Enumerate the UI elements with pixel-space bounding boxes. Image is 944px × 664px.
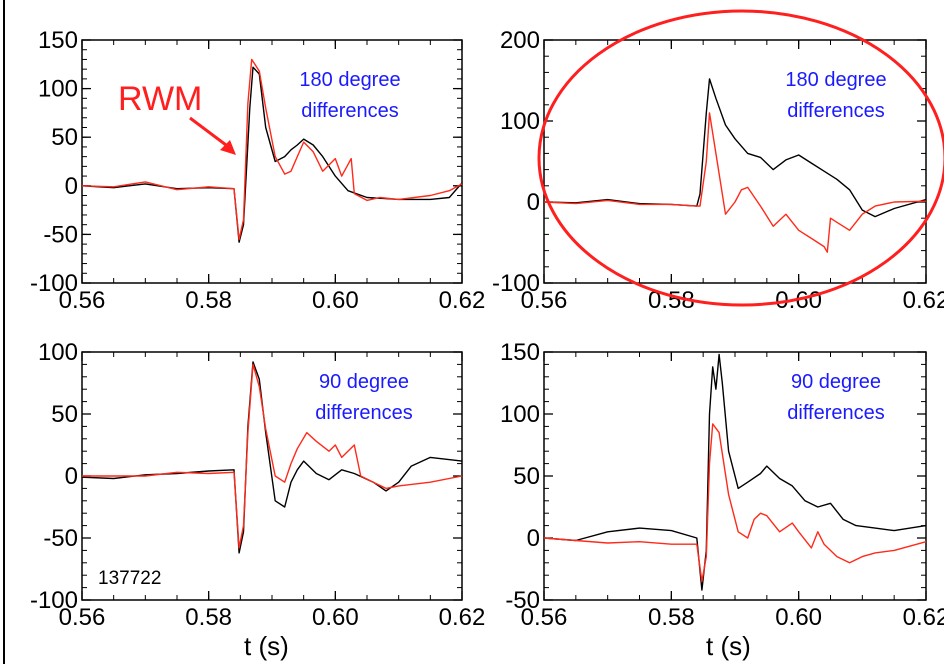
series-line-red [543,423,927,583]
y-tick-label: 50 [51,401,78,428]
y-tick-label: 150 [500,339,540,366]
x-tick-label: 0.62 [903,604,944,631]
x-tick-label: 0.58 [648,604,695,631]
y-tick-label: 200 [500,27,540,54]
x-tick-label: 0.56 [521,604,568,631]
y-tick-label: 0 [527,189,540,216]
series-line-red [81,58,463,240]
y-tick-label: 50 [51,124,78,151]
panel-annotation: differences [301,100,398,122]
panel-annotation: 90 degree [791,371,881,393]
panel-bottom-right: 150 100 50 0 -500.56 0.58 0.60 0.62 90 degree dif… [500,339,944,631]
panel-annotation: differences [787,100,884,122]
series-line-black [81,66,463,243]
y-tick-label: -100 [30,270,78,297]
series-line-red [543,112,927,253]
y-tick-label: -100 [30,587,78,614]
rwm-arrow-shaft [189,116,231,150]
shot-number: 137722 [98,568,161,589]
series-line-black [81,361,463,554]
x-tick-label: 0.62 [439,604,486,631]
x-axis-label-right: t (s) [706,631,751,661]
y-tick-label: 100 [500,108,540,135]
y-tick-label: 0 [527,525,540,552]
x-tick-label: 0.60 [775,604,822,631]
highlight-ellipse [537,9,944,307]
panel-annotation: 180 degree [785,69,886,91]
panel-annotation: differences [787,402,884,424]
x-tick-label: 0.56 [59,604,106,631]
y-tick-label: -100 [492,270,540,297]
x-tick-label: 0.58 [185,604,232,631]
x-tick-label: 0.62 [439,287,486,314]
y-tick-label: -50 [505,587,540,614]
rwm-label: RWM [118,80,202,118]
series-line-black [543,353,927,591]
panel-annotation: 180 degree [299,69,400,91]
left-border-rule [3,0,5,664]
x-tick-label: 0.56 [59,287,106,314]
y-tick-label: 100 [500,401,540,428]
y-tick-label: -50 [43,221,78,248]
x-tick-label: 0.62 [903,287,944,314]
rwm-arrow-head [220,140,236,155]
y-tick-label: 50 [513,463,540,490]
x-axis-label-left: t (s) [244,631,289,661]
series-line-red [82,363,463,549]
plot-frame [81,39,463,284]
y-tick-label: 0 [65,173,78,200]
panel-annotation: 90 degree [319,371,409,393]
x-tick-label: 0.60 [312,604,359,631]
x-tick-label: 0.60 [312,287,359,314]
x-tick-label: 0.56 [521,287,568,314]
y-tick-label: 100 [38,76,78,103]
y-tick-label: 150 [38,27,78,54]
panel-annotation: differences [315,402,412,424]
y-tick-label: 100 [38,339,78,366]
y-tick-label: -50 [43,525,78,552]
x-tick-label: 0.58 [185,287,232,314]
y-tick-label: 0 [65,463,78,490]
